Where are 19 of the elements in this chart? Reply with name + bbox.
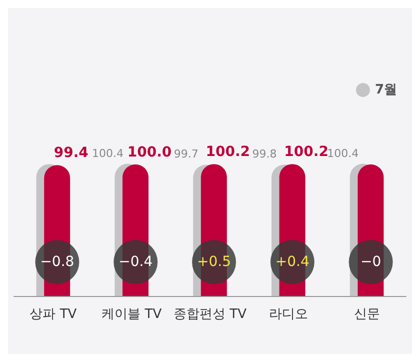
legend-label: 7월 <box>374 82 397 98</box>
x-tick-label: 신문 <box>354 307 380 322</box>
data-label: 100.2 <box>206 144 250 160</box>
data-label: 100.4 <box>92 146 124 160</box>
data-label: 100.2 <box>284 144 328 160</box>
annotation: −0.4 <box>118 254 153 270</box>
data-label: 99.8 <box>252 148 277 161</box>
x-tick-label: 종합편성 TV <box>174 307 247 322</box>
annotation: −0.8 <box>40 254 74 270</box>
x-tick-label: 상파 TV <box>30 307 77 322</box>
x-tick-label: 케이블 TV <box>102 307 162 322</box>
annotation: −0 <box>360 254 382 270</box>
data-label: 100.4 <box>327 146 359 160</box>
annotation: +0.4 <box>275 254 310 270</box>
x-tick-label: 라디오 <box>268 307 308 322</box>
annotation: +0.5 <box>197 254 231 270</box>
data-label: 100.0 <box>127 144 172 160</box>
data-label: 99.4 <box>54 145 89 162</box>
data-label: 99.7 <box>174 148 198 161</box>
